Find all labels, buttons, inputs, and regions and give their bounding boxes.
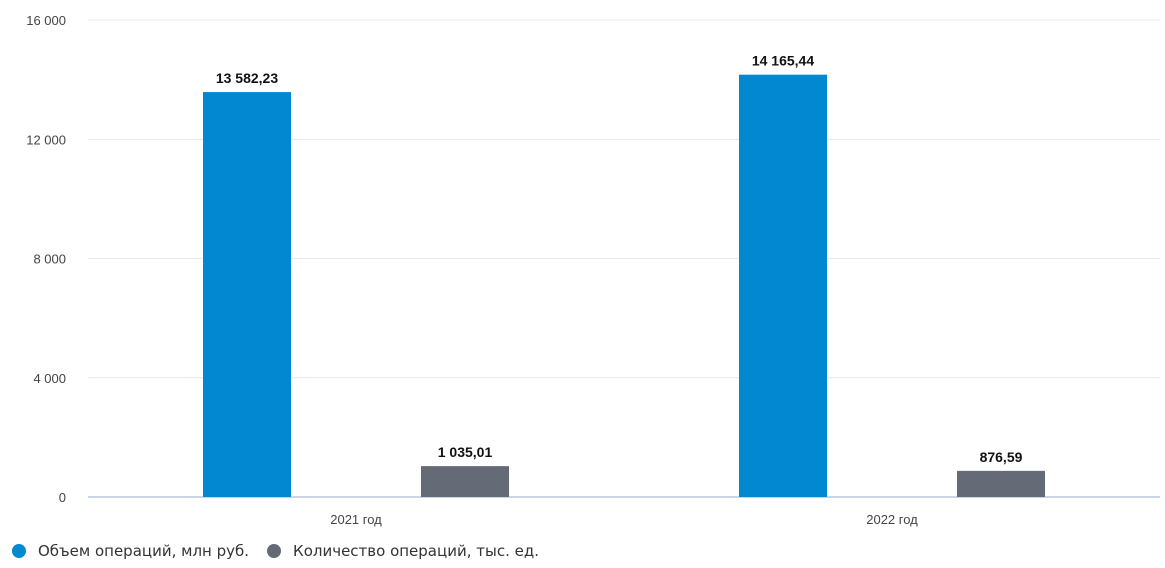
y-tick-label: 16 000 (26, 13, 66, 28)
y-tick-label: 12 000 (26, 132, 66, 147)
bar[interactable] (957, 470, 1045, 497)
data-label: 13 582,23 (216, 70, 278, 86)
legend: Объем операций, млн руб. Количество опер… (12, 542, 557, 560)
legend-label-count: Количество операций, тыс. ед. (293, 542, 539, 560)
y-tick-label: 4 000 (33, 371, 66, 386)
data-label: 1 035,01 (438, 444, 493, 460)
bars (203, 74, 1045, 498)
y-tick-label: 8 000 (33, 252, 66, 267)
legend-marker-count (267, 544, 282, 558)
bar[interactable] (203, 92, 291, 497)
x-tick-label: 2021 год (330, 512, 382, 527)
data-label: 14 165,44 (752, 53, 814, 69)
bar-chart: 0 4 000 8 000 12 000 16 000 13 582,23 1 035,0… (26, 13, 1160, 527)
legend-marker-volume (12, 544, 26, 558)
legend-item-volume[interactable]: Объем операций, млн руб. (12, 542, 249, 560)
legend-label-volume: Объем операций, млн руб. (38, 542, 250, 560)
y-axis-ticks: 0 4 000 8 000 12 000 16 000 (26, 13, 66, 505)
data-label: 876,59 (980, 449, 1023, 465)
y-tick-label: 0 (59, 490, 66, 505)
bar[interactable] (739, 74, 827, 498)
x-tick-label: 2022 год (866, 512, 918, 527)
x-axis-categories: 2021 год 2022 год (330, 512, 918, 527)
legend-item-count[interactable]: Количество операций, тыс. ед. (267, 542, 539, 560)
data-labels: 13 582,23 1 035,01 14 165,44 876,59 (216, 53, 1023, 465)
bar[interactable] (421, 466, 509, 497)
